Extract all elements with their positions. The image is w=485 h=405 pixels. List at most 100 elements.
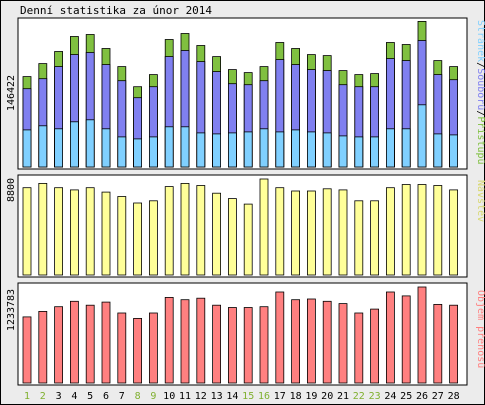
bar-kbytes-day-28 — [449, 304, 459, 384]
bar-pages-day-25 — [401, 128, 411, 168]
x-label-day-2: 2 — [40, 391, 46, 402]
bar-kbytes-day-20 — [322, 300, 332, 384]
bar-kbytes-day-23 — [370, 308, 380, 384]
x-label-day-17: 17 — [274, 391, 286, 402]
bar-visits-day-10 — [164, 186, 174, 276]
bar-kbytes-day-26 — [417, 286, 427, 384]
bar-pages-day-26 — [417, 104, 427, 168]
x-label-day-13: 13 — [211, 391, 223, 402]
x-label-day-27: 27 — [432, 391, 444, 402]
bar-kbytes-day-10 — [164, 296, 174, 384]
bar-kbytes-day-11 — [180, 299, 190, 384]
bar-kbytes-day-22 — [354, 312, 364, 384]
x-label-day-7: 7 — [119, 391, 125, 402]
bar-pages-day-6 — [101, 128, 111, 168]
top-legend: Stránek/Souborů/Přístupů — [475, 20, 485, 165]
bar-visits-day-26 — [417, 184, 427, 276]
bar-visits-day-14 — [227, 198, 237, 276]
bar-visits-day-3 — [54, 187, 63, 276]
bar-kbytes-day-9 — [148, 312, 158, 384]
bar-pages-day-24 — [385, 128, 395, 168]
x-label-day-4: 4 — [71, 391, 77, 402]
x-label-day-24: 24 — [384, 391, 396, 402]
bar-kbytes-day-2 — [38, 310, 48, 384]
bottom-ymax-label: 1233783 — [6, 289, 17, 331]
top-ymax-label: 146422 — [6, 75, 17, 111]
x-label-day-28: 28 — [448, 391, 460, 402]
bar-visits-day-17 — [275, 187, 285, 276]
x-label-day-6: 6 — [103, 391, 109, 402]
legend-separator: / — [475, 62, 485, 68]
bar-kbytes-day-21 — [338, 303, 348, 384]
middle-panel — [17, 174, 468, 278]
bar-kbytes-day-15 — [243, 307, 253, 384]
bar-visits-day-20 — [322, 188, 332, 276]
bar-pages-day-9 — [148, 136, 158, 168]
middle-bars-group — [22, 178, 459, 276]
bar-kbytes-day-19 — [306, 298, 316, 384]
x-label-day-3: 3 — [56, 391, 62, 402]
bar-visits-day-1 — [22, 187, 32, 276]
bar-visits-day-23 — [370, 200, 380, 276]
x-label-day-23: 23 — [369, 391, 381, 402]
bar-kbytes-day-7 — [117, 312, 127, 384]
bar-kbytes-day-3 — [54, 306, 63, 384]
x-label-day-5: 5 — [87, 391, 93, 402]
bar-pages-day-19 — [306, 131, 316, 168]
bar-kbytes-day-8 — [133, 317, 143, 384]
bar-visits-day-2 — [38, 182, 48, 276]
legend-separator: / — [475, 110, 485, 116]
bar-pages-day-2 — [38, 125, 48, 168]
x-label-day-1: 1 — [24, 391, 30, 402]
bar-pages-day-4 — [70, 121, 79, 168]
bar-kbytes-day-1 — [22, 316, 32, 384]
x-label-day-21: 21 — [337, 391, 349, 402]
x-label-day-22: 22 — [353, 391, 365, 402]
bar-pages-day-14 — [227, 132, 237, 168]
bar-visits-day-25 — [401, 184, 411, 276]
bar-visits-day-4 — [70, 189, 79, 276]
bar-pages-day-27 — [433, 133, 443, 168]
bar-pages-day-21 — [338, 135, 348, 168]
bar-visits-day-28 — [449, 189, 459, 276]
bar-visits-day-16 — [259, 178, 269, 276]
legend-pages: Stránek — [475, 20, 485, 62]
bar-visits-day-6 — [101, 191, 111, 276]
bar-kbytes-day-12 — [196, 297, 206, 384]
bar-visits-day-24 — [385, 187, 395, 276]
x-label-day-25: 25 — [400, 391, 412, 402]
bar-pages-day-7 — [117, 136, 127, 168]
x-label-day-18: 18 — [290, 391, 302, 402]
top-bars-group — [22, 20, 459, 168]
bottom-panel — [17, 282, 468, 386]
bar-pages-day-20 — [322, 132, 332, 168]
bar-pages-day-28 — [449, 134, 459, 168]
bar-pages-day-10 — [164, 126, 174, 168]
bar-pages-day-13 — [212, 133, 222, 168]
bar-kbytes-day-16 — [259, 306, 269, 384]
bar-kbytes-day-5 — [85, 304, 95, 384]
bar-kbytes-day-4 — [70, 300, 79, 384]
bar-visits-day-12 — [196, 185, 206, 276]
x-label-day-20: 20 — [321, 391, 333, 402]
x-label-day-12: 12 — [195, 391, 207, 402]
bar-kbytes-day-24 — [385, 291, 395, 384]
bar-visits-day-15 — [243, 203, 253, 276]
x-label-day-16: 16 — [258, 391, 270, 402]
bar-kbytes-day-6 — [101, 301, 111, 384]
bar-kbytes-day-18 — [291, 299, 301, 384]
bar-pages-day-18 — [291, 129, 301, 168]
bar-visits-day-11 — [180, 182, 190, 276]
bar-pages-day-23 — [370, 136, 380, 168]
bar-pages-day-8 — [133, 138, 143, 168]
x-label-day-11: 11 — [179, 391, 191, 402]
bar-kbytes-day-17 — [275, 291, 285, 384]
x-label-day-19: 19 — [305, 391, 317, 402]
chart-title: Denní statistika za únor 2014 — [20, 4, 212, 17]
legend-hits: Přístupů — [475, 116, 485, 164]
bar-kbytes-day-27 — [433, 303, 443, 384]
x-axis-labels: 1 2 3 4 5 6 7 8 9 10 11 12 13 14 15 16 17 18 19 20 21 22 23 24 2… — [24, 391, 460, 402]
bar-pages-day-5 — [85, 119, 95, 168]
bar-visits-day-21 — [338, 189, 348, 276]
bar-visits-day-27 — [433, 185, 443, 276]
